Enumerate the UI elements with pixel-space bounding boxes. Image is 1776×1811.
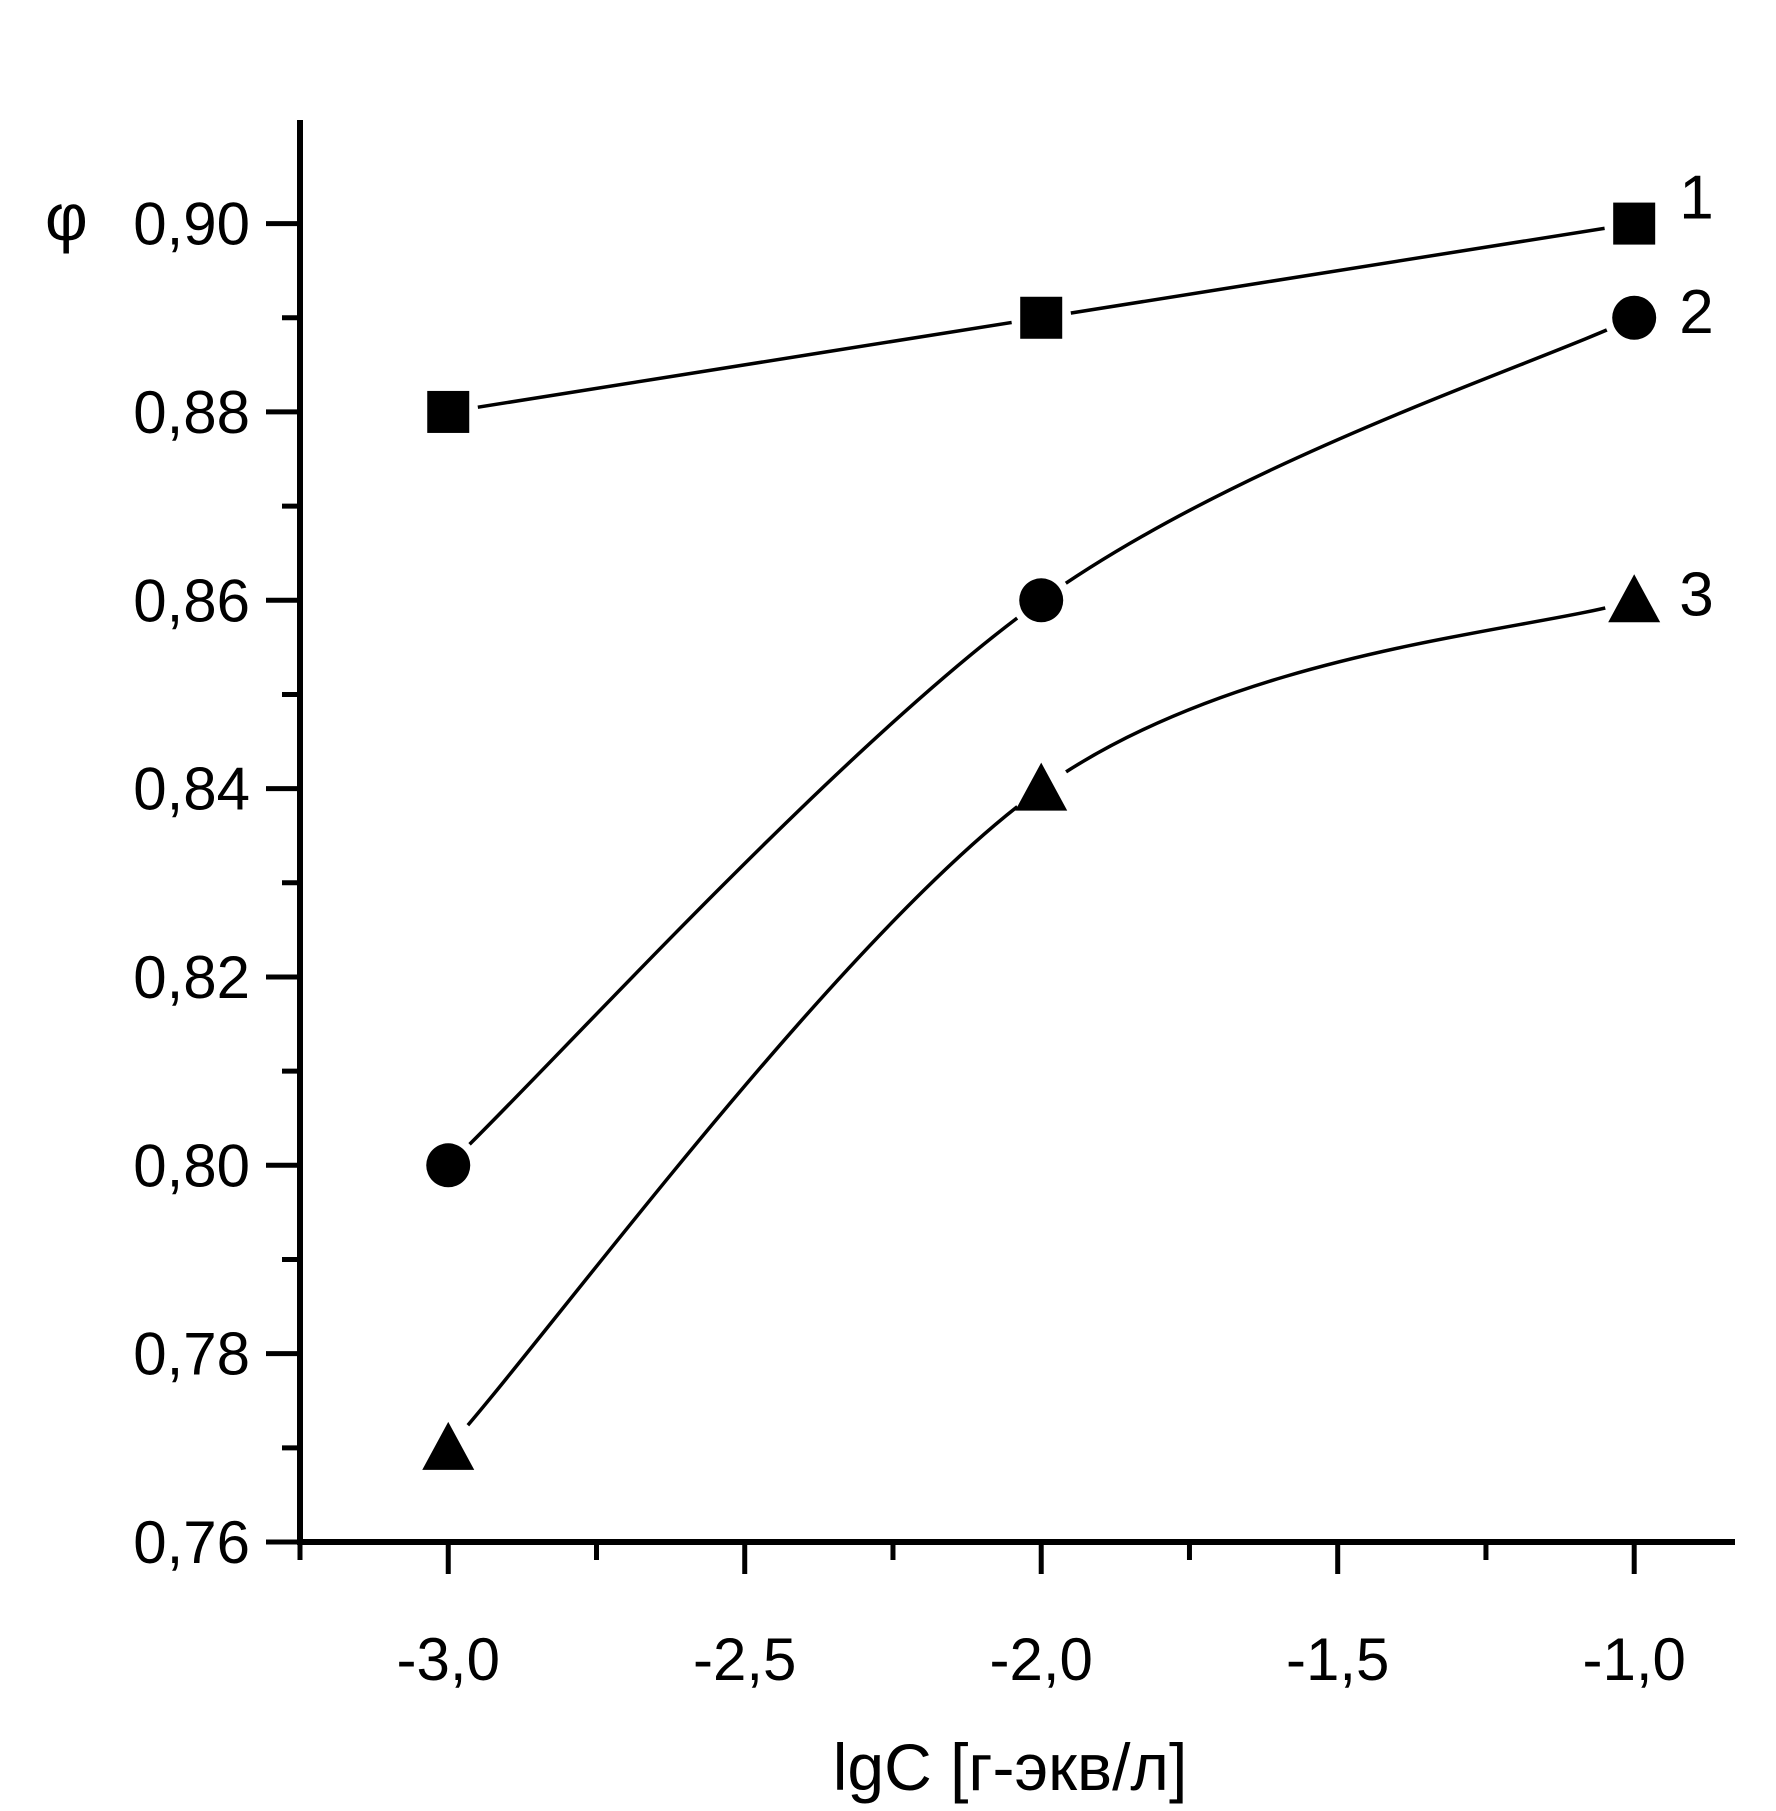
x-tick-label: -2,0 <box>990 1626 1093 1693</box>
y-axis-title: φ <box>45 180 88 254</box>
series-2-point <box>1019 578 1064 623</box>
series-3-point <box>422 1421 475 1470</box>
series-3-point <box>1015 762 1068 811</box>
y-tick-label: 0,90 <box>133 191 250 258</box>
series-3-line <box>446 598 1635 1449</box>
x-tick-label: -3,0 <box>397 1626 500 1693</box>
x-tick-label: -1,5 <box>1286 1626 1389 1693</box>
series-markers <box>422 202 1661 1470</box>
series-2-line <box>447 316 1635 1167</box>
series-2-point <box>1612 295 1657 340</box>
series-1-point <box>427 390 470 433</box>
series-2-point <box>426 1143 471 1188</box>
y-tick-label: 0,76 <box>133 1509 250 1576</box>
y-tick-label: 0,82 <box>133 944 250 1011</box>
y-tick-label: 0,84 <box>133 756 250 823</box>
y-tick-label: 0,88 <box>133 379 250 446</box>
series-1-point <box>1020 296 1063 339</box>
axes: 0,76 0,78 0,80 0,82 0,84 0,86 0,88 0,90 -3,0 -2,5… <box>133 120 1735 1693</box>
y-tick-label: 0,86 <box>133 567 250 634</box>
series-1-label: 1 <box>1679 164 1713 233</box>
x-tick-label: -1,0 <box>1582 1626 1685 1693</box>
series-2-label: 2 <box>1679 278 1713 347</box>
x-axis-title: lgC [г-экв/л] <box>833 1730 1188 1804</box>
series-3-point <box>1608 574 1661 623</box>
series-3-label: 3 <box>1679 560 1713 629</box>
series-labels: 1 2 3 <box>1679 164 1713 630</box>
y-tick-label: 0,78 <box>133 1321 250 1388</box>
x-tick-label: -2,5 <box>693 1626 796 1693</box>
series-lines <box>418 193 1665 1478</box>
y-tick-label: 0,80 <box>133 1132 250 1199</box>
series-1-point <box>1613 202 1656 245</box>
